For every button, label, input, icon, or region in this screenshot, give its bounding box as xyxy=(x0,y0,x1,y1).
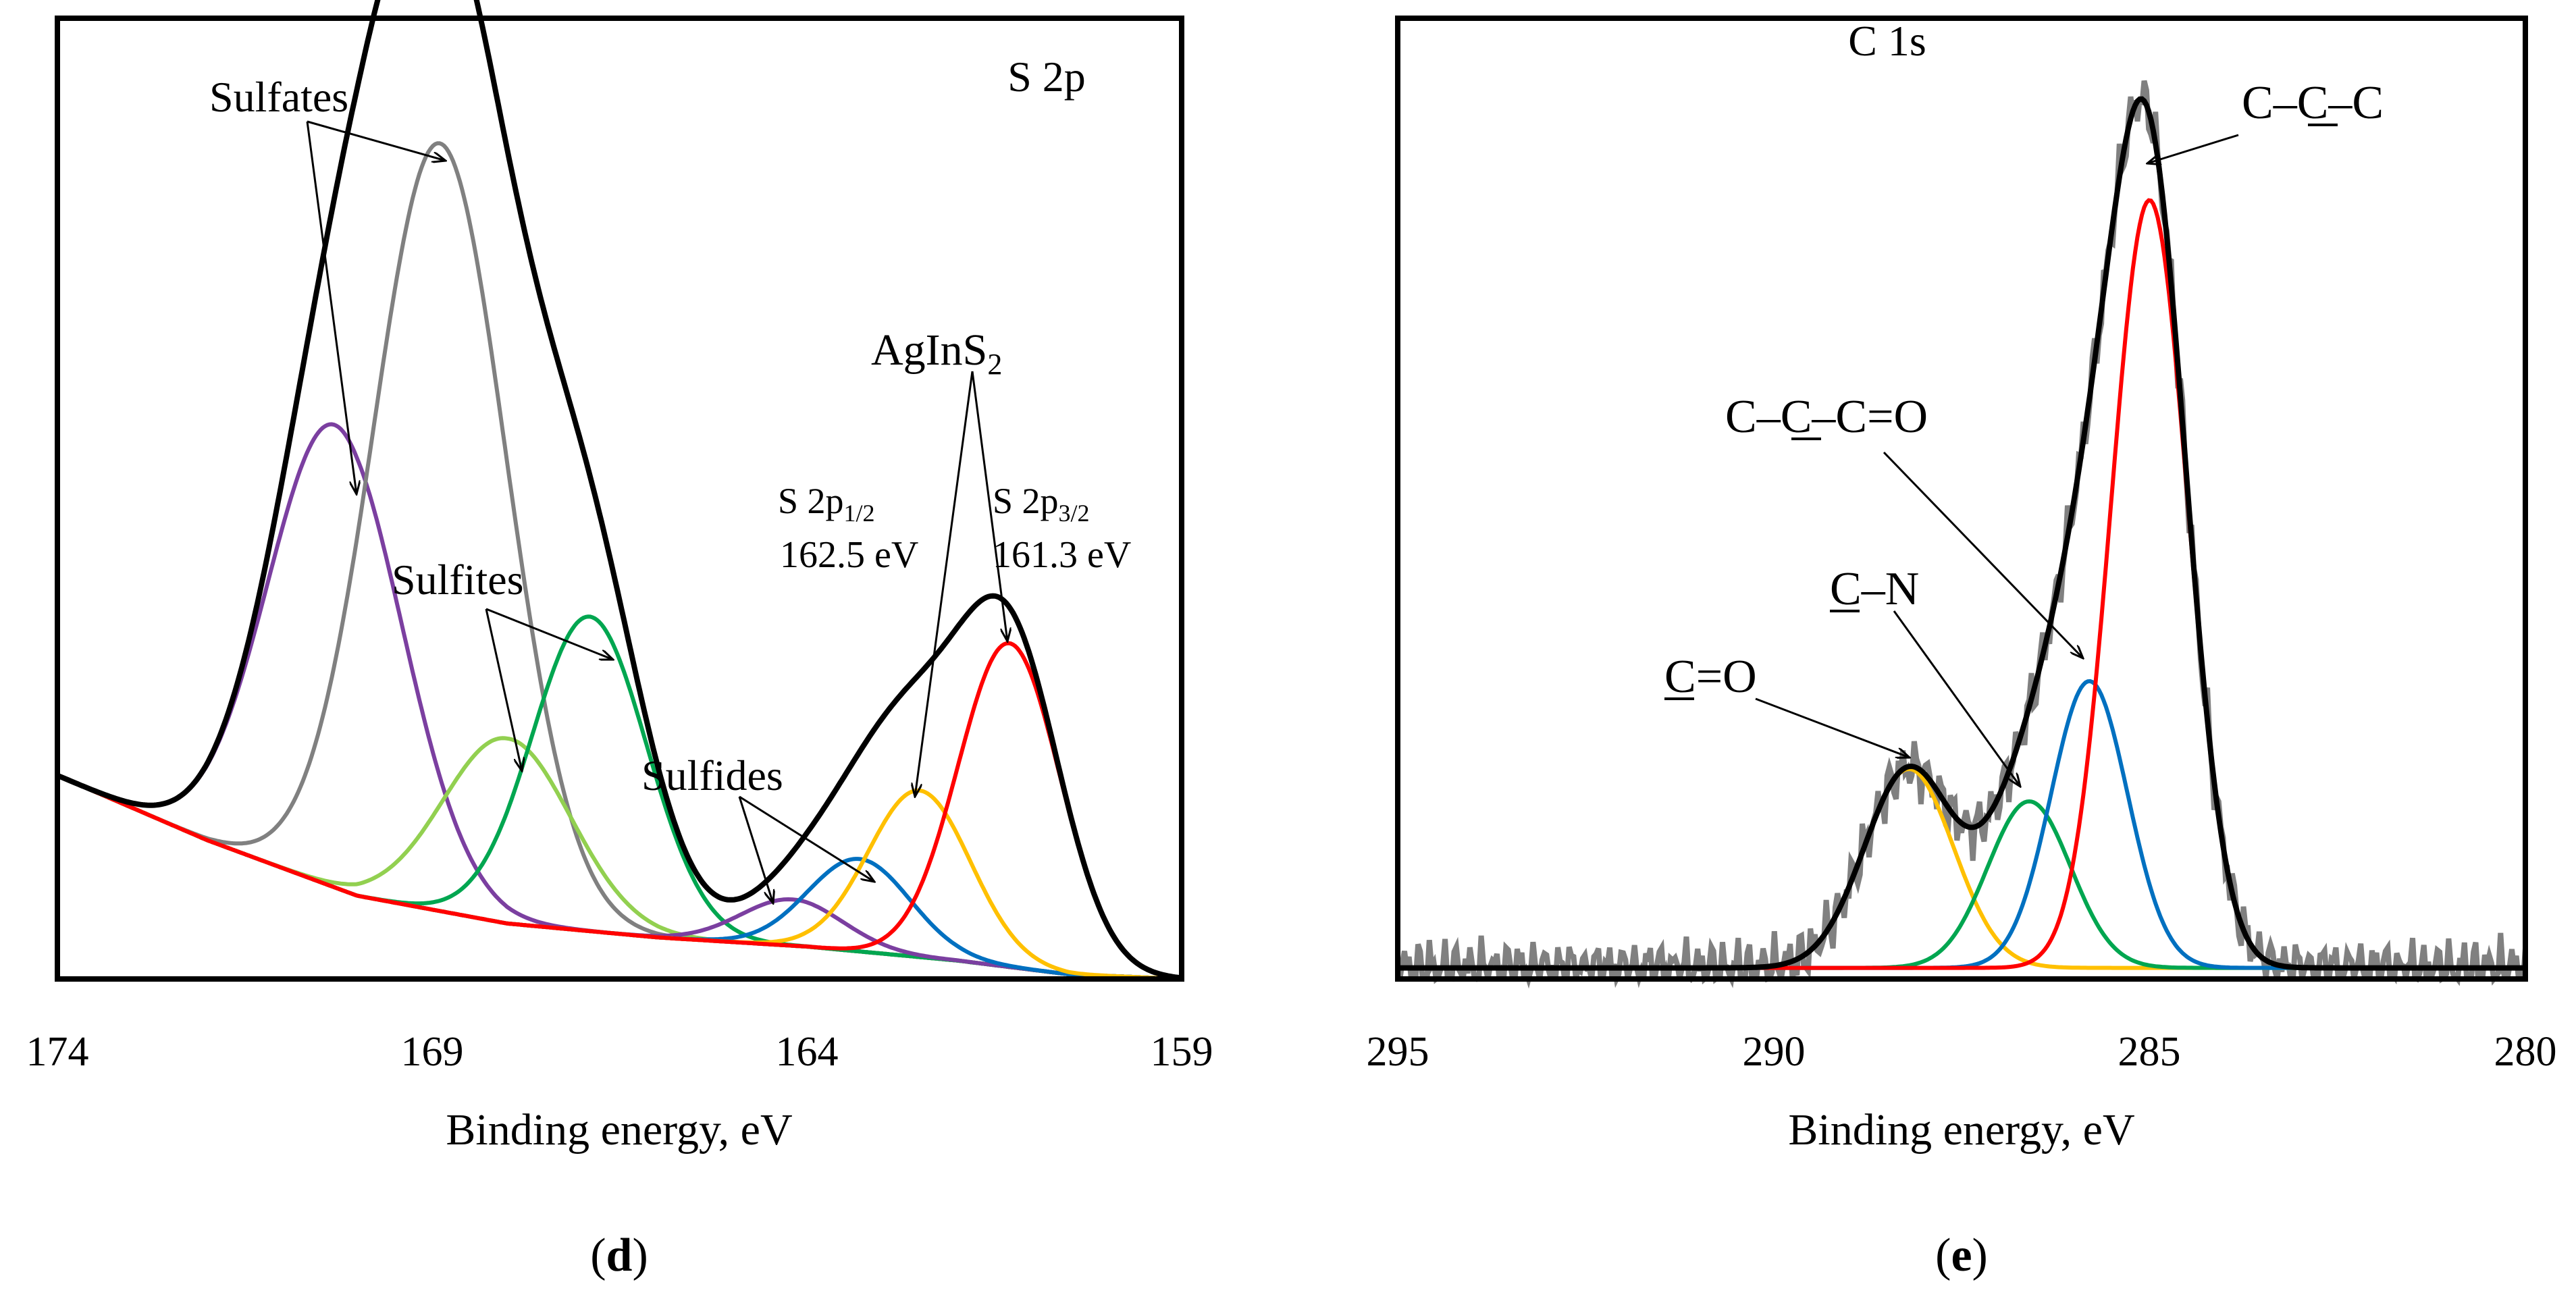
panel-d-xtick-2: 164 xyxy=(776,1029,839,1075)
panel-d-label-s2p12-energy: 162.5 eV xyxy=(780,534,918,576)
panel-d-label-agins2-sub: 2 xyxy=(987,348,1002,381)
series-component-4 xyxy=(56,773,1182,981)
panel-d-arrows xyxy=(306,120,1007,903)
arrow-ccc xyxy=(2147,134,2239,163)
panel-e-label-ccc: C–C–C xyxy=(2242,77,2384,129)
series-component-7 xyxy=(56,641,1182,980)
panel-d-label-s2p12-text: S 2p xyxy=(778,481,844,521)
panel-d-label-s2p32: S 2p3/2 xyxy=(993,481,1090,527)
panel-d-label-agins2: AgInS2 xyxy=(871,325,1002,381)
panel-d-label-s2p32-energy: 161.3 eV xyxy=(993,534,1131,576)
panel-e-title: C 1s xyxy=(1848,17,1926,65)
panel-e-xlabel: Binding energy, eV xyxy=(1788,1105,2134,1155)
arrow-agins2-2 xyxy=(971,371,1007,641)
panel-d-label-sulfates: Sulfates xyxy=(209,73,348,121)
panel-d-label-agins2-base: AgInS xyxy=(871,325,987,375)
arrow-sulfides-1 xyxy=(738,796,773,903)
panel-label-e-letter: e xyxy=(1951,1229,1972,1281)
panel-e-label-ccco: C–C–C=O xyxy=(1725,391,1928,443)
panel-label-d: (d) xyxy=(590,1229,648,1281)
panel-e-arrows xyxy=(1755,134,2239,787)
panel-d-frame xyxy=(55,16,1184,982)
panel-d-label-s2p32-text: S 2p xyxy=(993,481,1059,521)
panel-label-d-letter: d xyxy=(606,1229,633,1281)
series-raw-data xyxy=(1397,80,2528,989)
panel-e-label-co: C=O xyxy=(1664,651,1757,703)
series-envelope xyxy=(56,0,1182,981)
series-component-5 xyxy=(56,773,1182,981)
panel-d-title: S 2p xyxy=(1007,53,1086,101)
arrow-sulfites-1 xyxy=(485,608,522,771)
arrow-sulfates-2 xyxy=(307,120,446,161)
arrow-co xyxy=(1755,697,1910,758)
series-component-0 xyxy=(1398,767,2525,970)
series-component-2 xyxy=(56,736,1182,981)
series-envelope xyxy=(1398,96,2525,971)
panel-d-label-s2p12: S 2p1/2 xyxy=(778,481,875,527)
panel-e-xtick-2: 285 xyxy=(2118,1029,2181,1075)
panel-d: 174 169 164 159 Binding energy, eV S 2p … xyxy=(26,0,1213,1155)
panel-e-xtick-0: 295 xyxy=(1367,1029,1429,1075)
series-component-6 xyxy=(56,773,1182,981)
panel-e: 295 290 285 280 Binding energy, eV C 1s … xyxy=(1367,16,2557,1155)
panel-e-plot-area xyxy=(1397,80,2528,989)
panel-label-e: (e) xyxy=(1935,1229,1988,1281)
panel-e-xtick-1: 290 xyxy=(1743,1029,1806,1075)
series-component-3 xyxy=(56,614,1182,981)
arrow-sulfides-2 xyxy=(739,795,874,882)
panel-e-label-cn: C–N xyxy=(1830,563,1919,615)
panel-e-frame xyxy=(1395,16,2528,982)
arrow-agins2-1 xyxy=(915,371,974,797)
panel-d-plot-area xyxy=(56,0,1182,981)
arrow-sulfites-2 xyxy=(485,608,613,660)
panel-d-xlabel: Binding energy, eV xyxy=(446,1105,792,1155)
panel-d-label-s2p32-sub: 3/2 xyxy=(1059,500,1090,527)
arrow-cn xyxy=(1893,610,2020,787)
arrow-sulfates-1 xyxy=(306,121,357,494)
series-background xyxy=(56,773,1182,981)
panel-d-label-sulfides: Sulfides xyxy=(641,751,783,799)
panel-d-xtick-3: 159 xyxy=(1151,1029,1213,1075)
series-component-3 xyxy=(1398,198,2525,970)
panel-d-label-s2p12-sub: 1/2 xyxy=(844,500,875,527)
arrow-ccco xyxy=(1883,451,2083,658)
panel-d-xtick-0: 174 xyxy=(26,1029,89,1075)
panel-e-xtick-3: 280 xyxy=(2494,1029,2557,1075)
panel-d-label-sulfites: Sulfites xyxy=(392,556,524,604)
panel-d-xtick-1: 169 xyxy=(401,1029,464,1075)
